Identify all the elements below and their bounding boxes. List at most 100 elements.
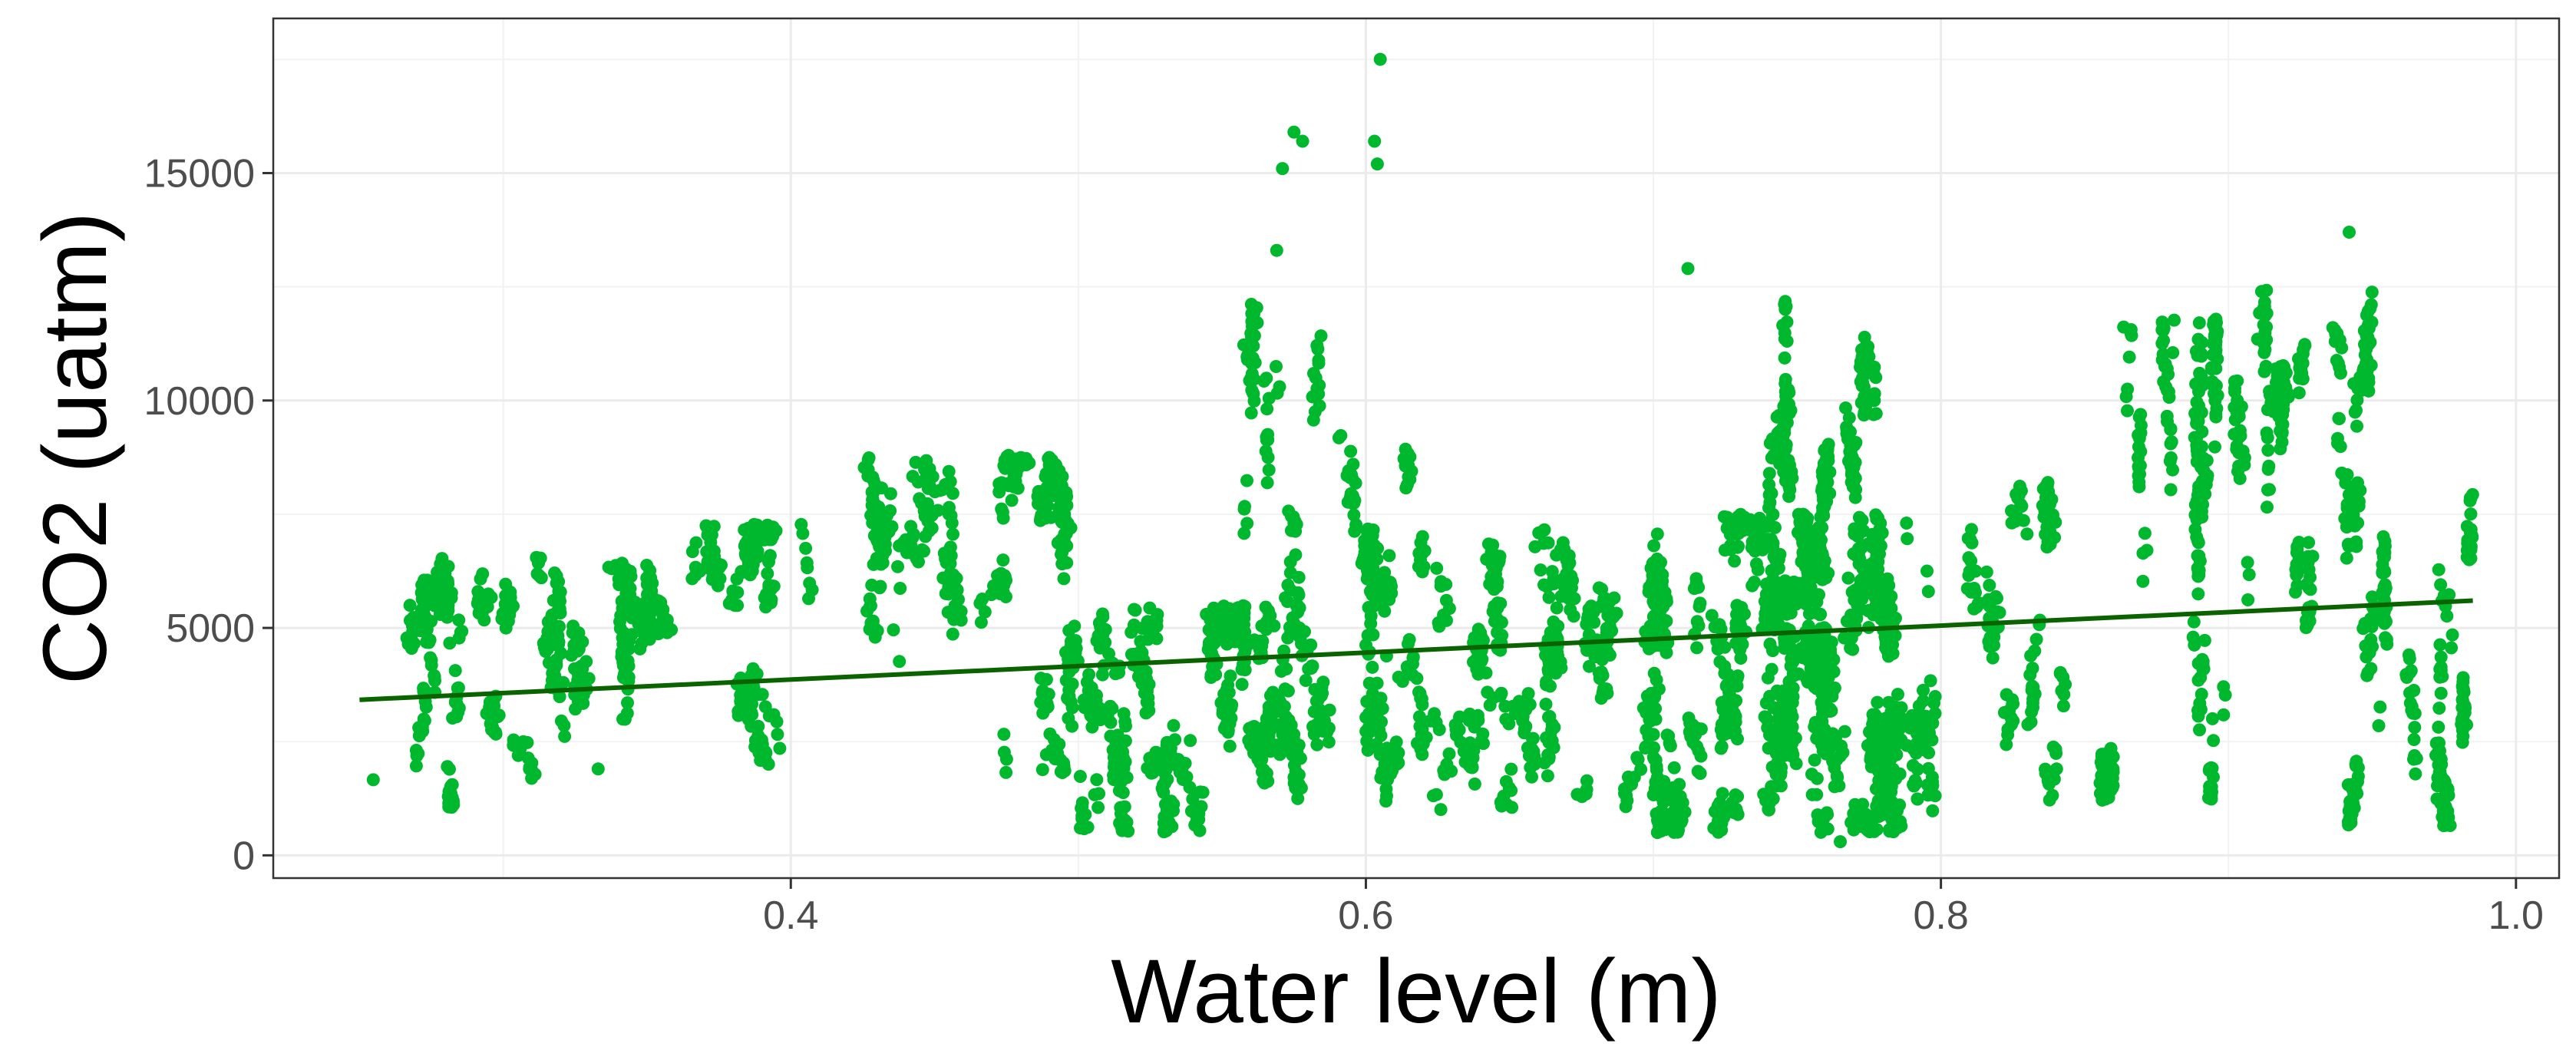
data-point bbox=[443, 762, 456, 776]
data-point bbox=[1000, 450, 1014, 464]
data-point bbox=[2350, 787, 2364, 801]
data-point bbox=[2156, 348, 2170, 362]
data-point bbox=[1810, 788, 1824, 801]
data-point bbox=[2262, 459, 2276, 473]
data-point bbox=[999, 461, 1012, 475]
data-point bbox=[445, 791, 459, 804]
data-point bbox=[1290, 751, 1303, 765]
data-point bbox=[558, 729, 572, 743]
data-point bbox=[1075, 812, 1089, 826]
data-point bbox=[1214, 696, 1228, 710]
data-point bbox=[2433, 638, 2447, 652]
data-point bbox=[1188, 818, 1202, 832]
data-point bbox=[1471, 713, 1485, 727]
data-point bbox=[1802, 584, 1816, 598]
data-point bbox=[1249, 317, 1262, 331]
data-point bbox=[1250, 301, 1263, 315]
data-point bbox=[1841, 571, 1855, 585]
data-point bbox=[1917, 694, 1930, 708]
data-point bbox=[1891, 688, 1904, 702]
data-point bbox=[1871, 695, 1884, 709]
data-point bbox=[1316, 675, 1330, 689]
data-point bbox=[455, 625, 469, 638]
data-point bbox=[1497, 789, 1511, 803]
data-point bbox=[1153, 747, 1167, 761]
data-point bbox=[1712, 824, 1726, 837]
data-point bbox=[2204, 792, 2218, 806]
data-point bbox=[533, 569, 547, 583]
data-point bbox=[2241, 556, 2254, 570]
data-point bbox=[1734, 652, 1748, 665]
data-point bbox=[1881, 759, 1895, 773]
data-point bbox=[1720, 521, 1734, 535]
data-point bbox=[1906, 758, 1920, 772]
data-point bbox=[449, 694, 463, 708]
data-point bbox=[1834, 835, 1847, 849]
data-point bbox=[1550, 645, 1564, 659]
x-tick-label: 0.8 bbox=[1913, 893, 1968, 938]
data-point bbox=[1872, 774, 1886, 788]
data-point bbox=[1810, 731, 1824, 745]
data-point bbox=[942, 507, 956, 521]
data-point bbox=[946, 627, 959, 641]
data-point bbox=[1817, 663, 1831, 677]
data-point bbox=[1092, 787, 1106, 801]
data-point bbox=[713, 572, 727, 586]
data-point bbox=[1528, 540, 1542, 553]
data-point bbox=[873, 540, 887, 553]
data-point bbox=[1298, 625, 1311, 639]
data-point bbox=[1869, 407, 1883, 421]
data-point bbox=[1798, 560, 1812, 573]
data-point bbox=[1567, 609, 1580, 623]
data-point bbox=[640, 559, 654, 572]
data-point bbox=[2251, 332, 2264, 346]
data-point bbox=[411, 620, 425, 634]
data-point bbox=[1240, 517, 1254, 530]
data-point bbox=[448, 664, 462, 678]
data-point bbox=[1260, 402, 1274, 416]
data-point bbox=[1162, 815, 1176, 829]
data-point bbox=[403, 636, 417, 649]
data-point bbox=[1260, 371, 1273, 385]
data-point bbox=[2432, 563, 2446, 576]
data-point bbox=[2191, 673, 2205, 687]
data-point bbox=[1763, 689, 1777, 703]
data-point bbox=[1365, 739, 1379, 753]
data-point bbox=[2207, 770, 2220, 784]
data-point bbox=[1921, 585, 1935, 599]
data-point bbox=[1619, 800, 1633, 814]
data-point bbox=[550, 576, 563, 590]
data-point bbox=[1551, 619, 1565, 633]
data-point bbox=[1765, 487, 1778, 500]
data-point bbox=[1607, 591, 1621, 605]
data-point bbox=[1871, 563, 1885, 576]
data-point bbox=[2132, 469, 2145, 483]
data-point bbox=[1366, 660, 1379, 674]
data-point bbox=[1491, 599, 1504, 613]
data-point bbox=[2257, 365, 2271, 378]
data-point bbox=[1494, 799, 1508, 813]
data-point bbox=[1838, 725, 1851, 738]
data-point bbox=[1841, 432, 1854, 446]
data-point bbox=[1542, 590, 1556, 604]
data-point bbox=[942, 579, 956, 593]
data-point bbox=[1690, 740, 1704, 753]
data-point bbox=[1838, 631, 1851, 645]
data-point bbox=[1921, 761, 1935, 775]
data-point bbox=[2408, 721, 2422, 735]
data-point bbox=[2271, 368, 2285, 381]
data-point bbox=[1310, 338, 1324, 352]
data-point bbox=[2043, 490, 2056, 504]
data-point bbox=[1805, 768, 1818, 781]
data-point bbox=[1541, 748, 1555, 762]
data-point bbox=[2165, 435, 2178, 449]
data-point bbox=[1650, 527, 1664, 541]
data-point bbox=[1267, 619, 1281, 632]
data-point bbox=[921, 481, 935, 495]
data-point bbox=[2140, 543, 2154, 557]
data-point bbox=[1881, 731, 1894, 745]
data-point bbox=[2005, 504, 2018, 517]
data-point bbox=[1766, 507, 1780, 521]
data-point bbox=[1782, 480, 1796, 494]
data-point bbox=[893, 582, 907, 595]
